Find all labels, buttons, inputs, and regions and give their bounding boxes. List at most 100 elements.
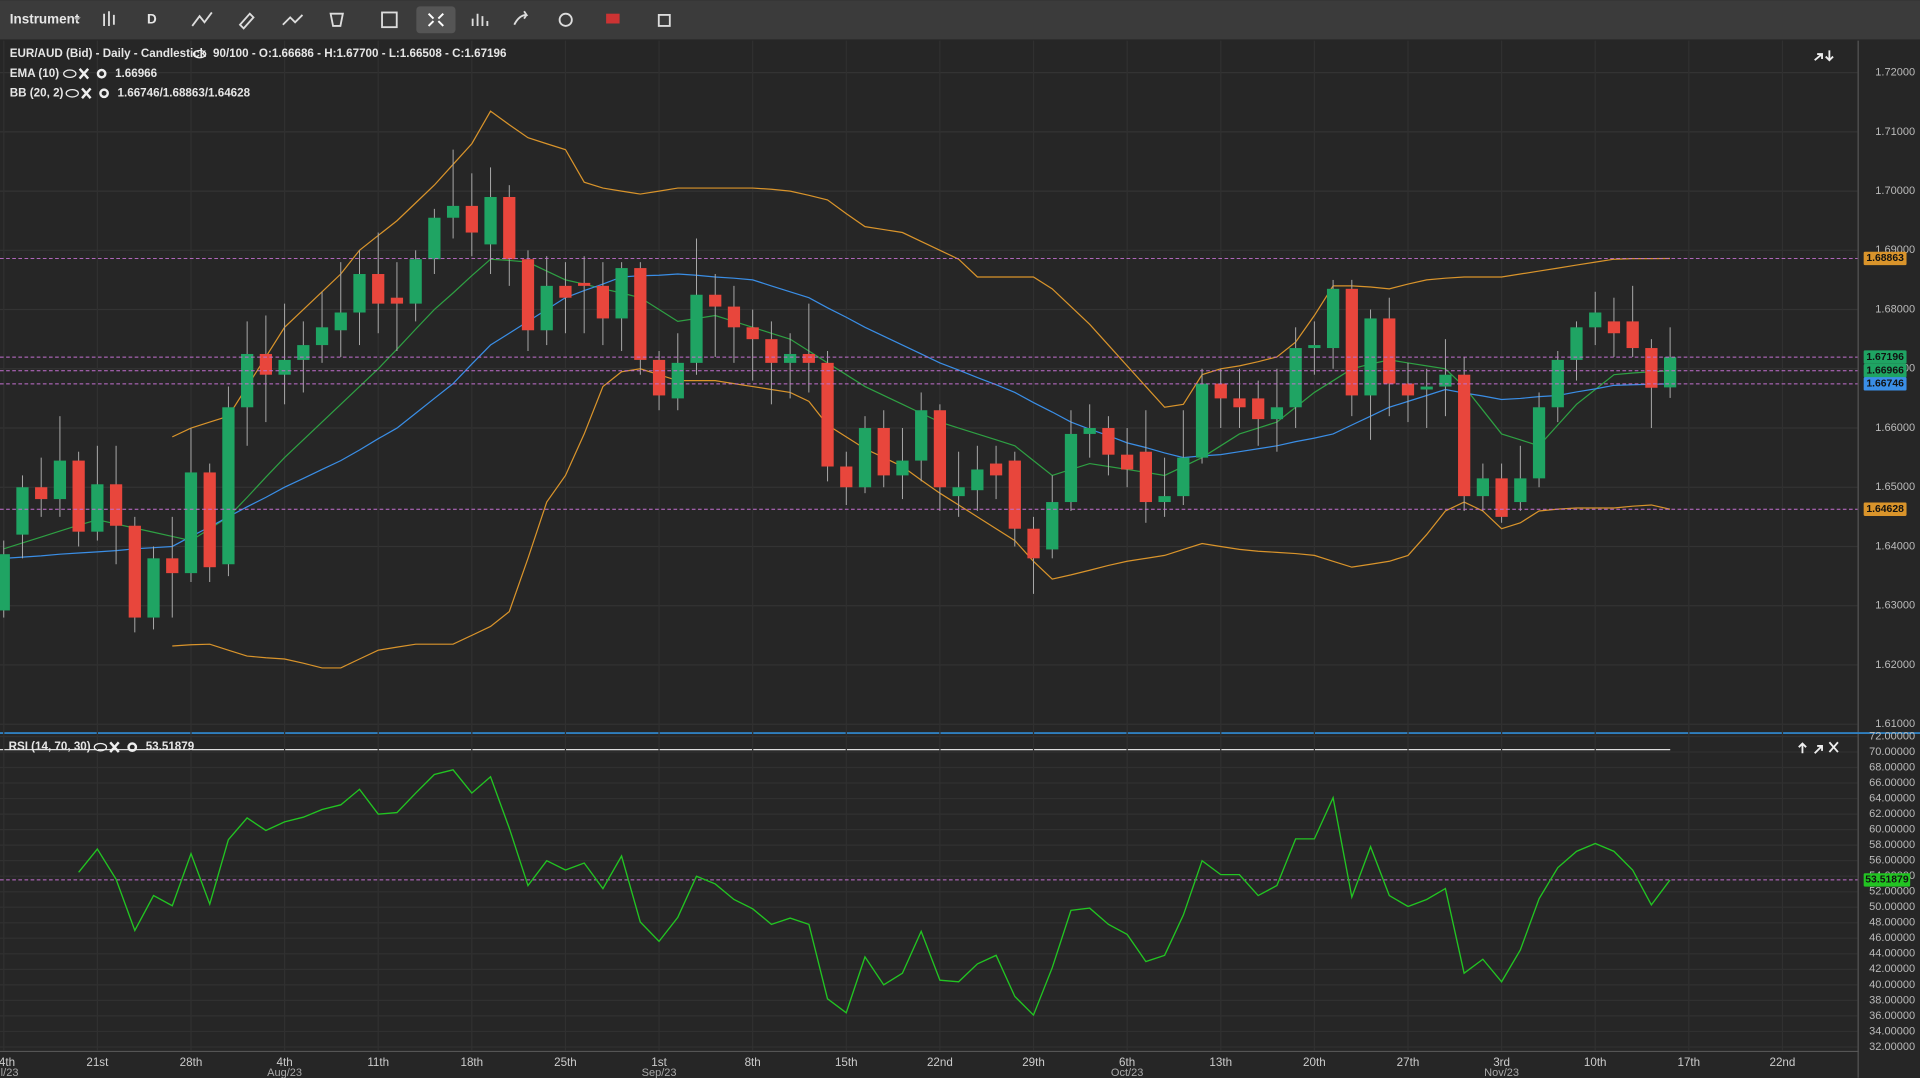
candle-body <box>241 353 254 408</box>
ruler-icon[interactable] <box>238 12 255 30</box>
y-tick-label: 1.66000 <box>1875 422 1915 434</box>
candle-body <box>128 525 141 618</box>
x-tick-label: 14th <box>0 1056 15 1069</box>
candle-body <box>278 359 291 375</box>
axes: 1.61000 1.62000 1.63000 1.64000 1.65000 1.660… <box>0 67 1915 1078</box>
x-month-label: Aug/23 <box>267 1067 302 1078</box>
close-icon[interactable] <box>81 87 92 99</box>
x-tick-label: 3rd <box>1493 1056 1510 1069</box>
flag-icon[interactable] <box>606 13 620 24</box>
candle-body <box>540 285 553 331</box>
y-tick-label: 1.65000 <box>1875 481 1915 493</box>
legend-icons <box>63 49 1839 754</box>
candle-body <box>259 353 272 375</box>
candle-body <box>727 306 741 328</box>
candle-body <box>147 558 160 618</box>
panel-controls[interactable] <box>1814 50 1834 62</box>
theme-icon[interactable] <box>558 12 573 27</box>
y2-tick-label: 56.00000 <box>1869 855 1915 867</box>
candle-body <box>1008 460 1021 529</box>
candle-body <box>222 407 235 565</box>
candle-body <box>690 294 703 363</box>
candle-body <box>521 259 535 331</box>
candle-body <box>297 345 310 360</box>
rsi-value: 53.51879 <box>146 740 195 753</box>
y2-tick-label: 40.00000 <box>1869 979 1915 991</box>
x-month-label: Oct/23 <box>1111 1067 1143 1078</box>
candle-body <box>765 339 778 363</box>
candle-icon[interactable] <box>103 11 115 26</box>
settings-icon[interactable] <box>99 88 109 99</box>
candle-body <box>109 484 123 526</box>
candle-body <box>72 460 85 532</box>
y2-tick-label: 44.00000 <box>1869 948 1915 960</box>
y-tick-label: 1.68000 <box>1875 303 1915 315</box>
toolbar: Instrument D <box>0 0 1920 40</box>
candle-body <box>615 268 628 319</box>
settings-icon[interactable] <box>96 68 107 79</box>
line-tool-icon[interactable] <box>191 11 213 27</box>
x-tick-label: 29th <box>1022 1056 1045 1069</box>
candle-body <box>1046 502 1059 550</box>
x-tick-label: 18th <box>461 1056 484 1069</box>
candle-body <box>353 274 366 313</box>
chart-title: EUR/AUD (Bid) - Daily - Candlestick <box>10 47 207 60</box>
bb-label: BB (20, 2) <box>10 86 64 99</box>
y-tick-label: 1.61000 <box>1875 718 1915 730</box>
window-icon[interactable] <box>657 14 671 27</box>
plot <box>0 110 1858 1017</box>
x-tick-label: 20th <box>1303 1056 1326 1069</box>
candle-body <box>1514 478 1527 503</box>
candle-body <box>1439 374 1452 387</box>
close-icon[interactable] <box>109 741 120 753</box>
candle-body <box>821 362 834 467</box>
y2-tick-label: 68.00000 <box>1869 761 1915 773</box>
price-tag <box>1863 251 1907 266</box>
y-tick-label: 1.69000 <box>1875 244 1915 256</box>
candle-body <box>596 285 610 319</box>
price-tag-label: 1.64628 <box>1866 504 1904 515</box>
x-tick-label: 22nd <box>927 1056 953 1069</box>
ema-value: 1.66966 <box>115 67 158 80</box>
rsi-line <box>78 769 1671 1017</box>
settings-icon[interactable] <box>127 742 138 753</box>
candle-body <box>203 472 216 568</box>
panel-controls[interactable] <box>1798 741 1839 754</box>
layout-icon[interactable] <box>381 11 398 29</box>
candle-body <box>1139 451 1152 503</box>
eye-icon[interactable] <box>93 742 108 752</box>
eye-icon[interactable] <box>65 89 79 98</box>
candle-body <box>409 259 422 304</box>
share-icon[interactable] <box>513 10 529 26</box>
rsi-label: RSI (14, 70, 30) <box>9 740 91 753</box>
eye-icon[interactable] <box>192 49 207 59</box>
candle-body <box>1326 288 1340 349</box>
eye-icon[interactable] <box>63 69 77 78</box>
candle-body <box>91 484 104 532</box>
close-icon[interactable] <box>78 67 90 80</box>
x-tick-label: 25th <box>554 1056 577 1069</box>
instrument-button[interactable]: Instrument <box>10 11 80 26</box>
y2-tick-label: 34.00000 <box>1869 1025 1915 1037</box>
ema-label: EMA (10) <box>10 67 59 80</box>
indicator-icon[interactable] <box>471 13 489 26</box>
period-button[interactable]: D <box>147 11 157 26</box>
y2-tick-label: 50.00000 <box>1869 901 1915 913</box>
candle-body <box>184 472 198 574</box>
dropdown-arrow <box>73 17 81 22</box>
trend-icon[interactable] <box>282 14 304 26</box>
toolbar-icons <box>103 10 671 30</box>
candle-body <box>1420 386 1433 390</box>
candle-body <box>503 197 516 260</box>
candle-body <box>858 428 872 488</box>
y2-tick-label: 62.00000 <box>1869 808 1915 820</box>
candle-body <box>1476 478 1490 497</box>
candle-body <box>783 353 797 363</box>
y-tick-label: 1.71000 <box>1875 126 1915 138</box>
active-tool[interactable] <box>416 6 456 34</box>
delete-icon[interactable] <box>329 12 344 27</box>
x-tick-label: 6th <box>1119 1056 1135 1069</box>
toolbar-bg <box>0 0 1920 40</box>
y2-tick-label: 58.00000 <box>1869 839 1915 851</box>
